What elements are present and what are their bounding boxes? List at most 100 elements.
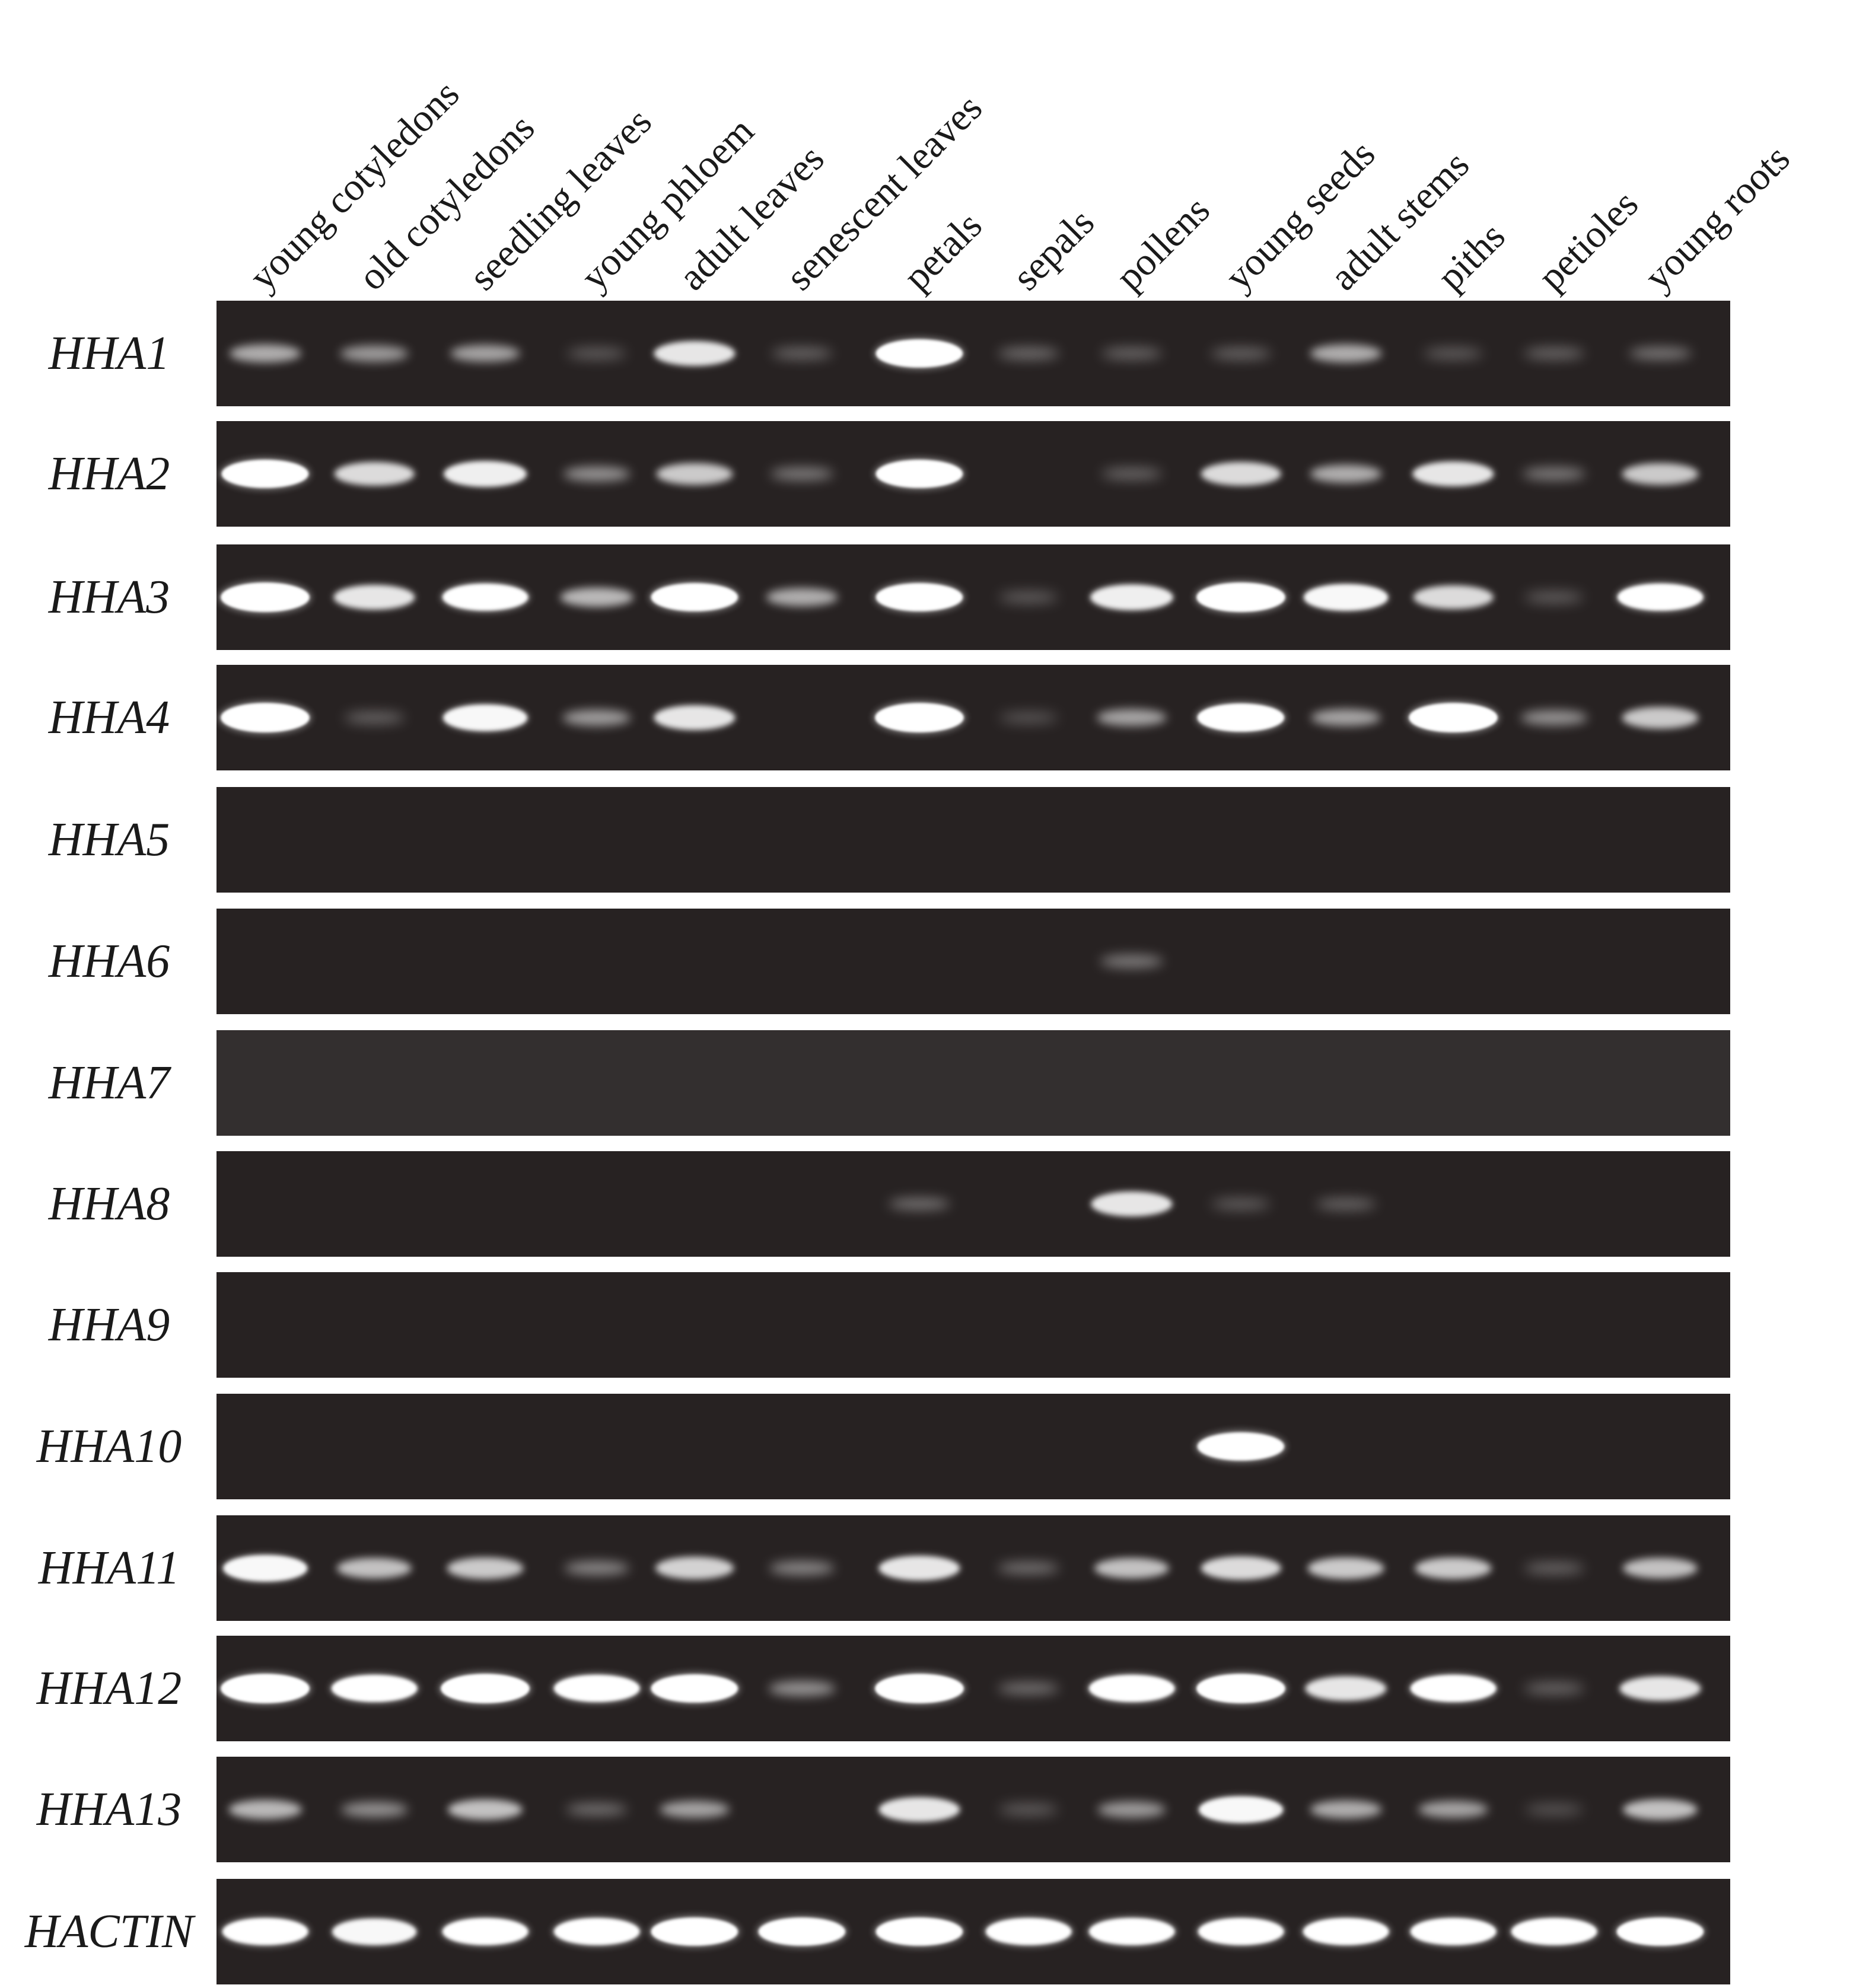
gel-strip (216, 1030, 1730, 1136)
gene-label: HACTIN (24, 1906, 194, 1958)
gel-band (221, 703, 310, 732)
gel-band (1088, 1917, 1175, 1946)
gel-band (1101, 468, 1162, 480)
gel-band (1211, 1199, 1271, 1209)
gel-band (441, 1674, 530, 1703)
gel-band (332, 1918, 416, 1945)
gel-band (771, 467, 833, 480)
gel-band (878, 1797, 960, 1822)
lane-label: pollens (1107, 188, 1218, 299)
gel-strip (216, 1879, 1730, 1984)
gel-strip (216, 1272, 1730, 1378)
gel-band (758, 1917, 846, 1946)
gel-band (560, 588, 633, 607)
gel-band (1303, 1917, 1389, 1946)
gel-band (1101, 348, 1162, 359)
gel-band (340, 345, 409, 362)
gel-band (230, 344, 301, 363)
gel-band (1310, 344, 1381, 363)
gel-band (447, 1557, 523, 1579)
gel-strip (216, 1636, 1730, 1741)
gel-strip (216, 1757, 1730, 1862)
gel-band (1211, 348, 1271, 359)
lane-label: petioles (1530, 182, 1647, 299)
gene-label: HHA6 (48, 935, 170, 987)
gel-strip (216, 1151, 1730, 1257)
gel-band (1316, 1199, 1376, 1209)
gel-band (654, 705, 736, 730)
gel-band (1196, 1674, 1285, 1703)
gel-band (1629, 347, 1692, 360)
gel-band (1424, 348, 1483, 359)
gel-band (985, 1917, 1072, 1946)
gene-label: HHA2 (48, 448, 170, 500)
gel-band (889, 1198, 950, 1210)
gel-strip (216, 1515, 1730, 1621)
gel-band (875, 459, 963, 489)
lane-label: sepals (1004, 200, 1103, 299)
gel-band (999, 713, 1058, 722)
gel-band (651, 582, 738, 612)
gel-band (1310, 464, 1381, 483)
gel-band (1525, 1805, 1583, 1814)
gel-strip (216, 1394, 1730, 1499)
gel-band (1521, 710, 1587, 725)
gel-band (1413, 585, 1493, 609)
gel-band (769, 1681, 835, 1696)
gel-band (1623, 1558, 1698, 1578)
gel-band (1524, 1563, 1584, 1573)
gel-strip (216, 665, 1730, 770)
gel-band (660, 1801, 730, 1818)
gel-band (564, 1561, 629, 1575)
gel-band (1412, 461, 1494, 486)
gene-label: HHA12 (36, 1662, 182, 1715)
gel-band (772, 348, 832, 359)
gel-band (450, 345, 520, 362)
gel-band (1410, 1674, 1497, 1703)
gel-strip (216, 909, 1730, 1014)
gel-band (999, 592, 1058, 603)
gel-band (998, 348, 1059, 359)
gel-band (221, 459, 309, 489)
gel-band (221, 1674, 310, 1703)
gel-band (1308, 1557, 1384, 1579)
gel-band (1201, 1556, 1281, 1580)
gel-band (333, 585, 415, 610)
gel-band (1198, 1917, 1284, 1946)
gel-band (1305, 1676, 1387, 1701)
gel-strip (216, 421, 1730, 527)
gel-band (766, 588, 838, 607)
gel-band (1616, 1917, 1704, 1946)
gel-band (1524, 1683, 1584, 1694)
gel-band (331, 1674, 418, 1703)
gel-band (1310, 1800, 1381, 1819)
gel-band (769, 1561, 835, 1575)
gene-label: HHA10 (36, 1420, 182, 1473)
gel-band (562, 709, 631, 726)
gel-band (651, 1917, 738, 1946)
gel-band (1304, 584, 1388, 611)
gel-band (1094, 1558, 1169, 1578)
gene-label: HHA4 (48, 692, 170, 744)
gel-band (875, 1917, 963, 1946)
gel-band (341, 1802, 407, 1817)
gel-band (1523, 467, 1585, 480)
gel-band (222, 1917, 308, 1946)
gel-band (1097, 1801, 1166, 1818)
gel-band (1410, 1917, 1497, 1946)
gel-band (654, 341, 736, 366)
gel-band (344, 712, 405, 723)
gel-band (657, 463, 733, 485)
gene-label: HHA11 (38, 1542, 180, 1594)
gel-band (221, 582, 310, 612)
gel-band (878, 1556, 960, 1581)
gel-band (442, 1917, 528, 1946)
gene-label: HHA8 (48, 1178, 170, 1230)
gel-band (553, 1917, 640, 1946)
gel-band (1622, 463, 1698, 485)
gel-band (1409, 703, 1498, 732)
gel-band (1197, 1432, 1285, 1461)
gel-band (337, 1558, 412, 1578)
lane-label: petals (895, 203, 991, 299)
